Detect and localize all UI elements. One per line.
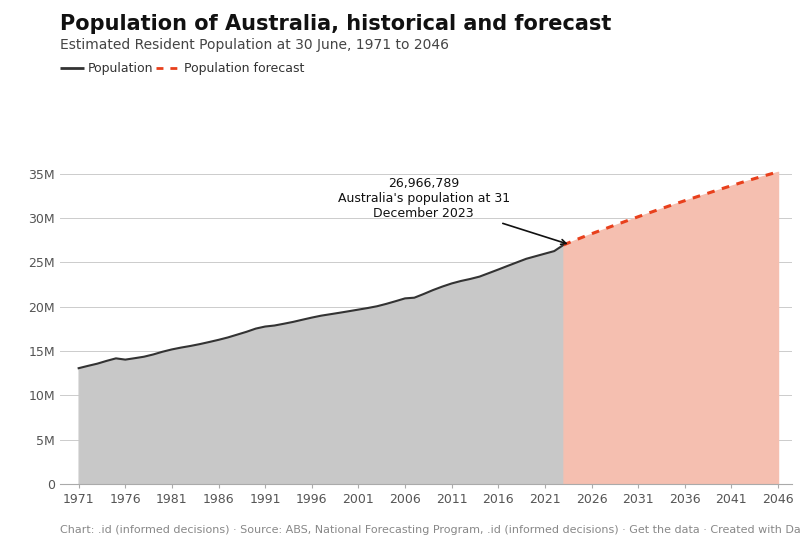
Text: Population forecast: Population forecast <box>184 62 304 75</box>
Text: Population of Australia, historical and forecast: Population of Australia, historical and … <box>60 14 611 34</box>
Text: Chart: .id (informed decisions) · Source: ABS, National Forecasting Program, .id: Chart: .id (informed decisions) · Source… <box>60 525 800 535</box>
Text: Population: Population <box>88 62 154 75</box>
Text: Estimated Resident Population at 30 June, 1971 to 2046: Estimated Resident Population at 30 June… <box>60 38 449 53</box>
Text: 26,966,789
Australia's population at 31
December 2023: 26,966,789 Australia's population at 31 … <box>338 177 566 245</box>
